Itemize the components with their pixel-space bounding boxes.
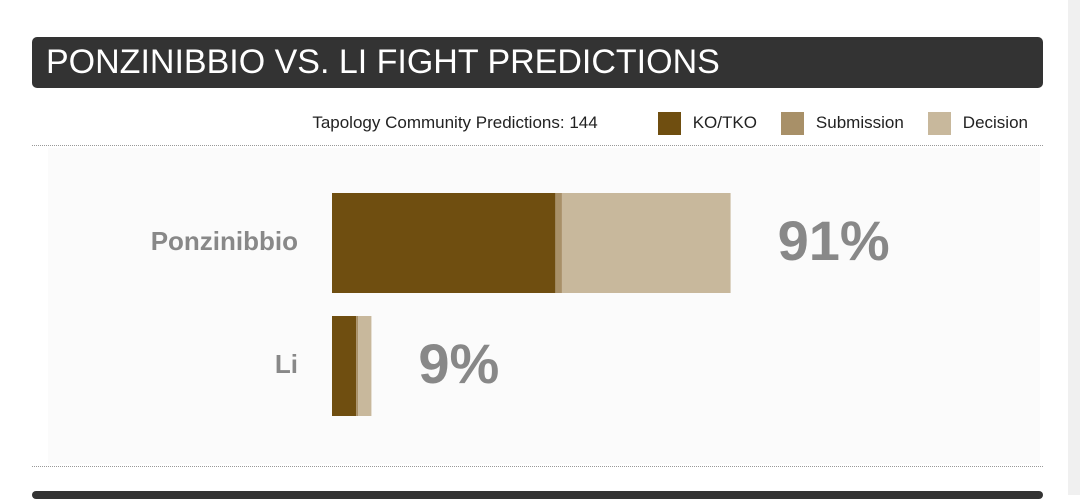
bar-segment: [358, 316, 372, 416]
legend-swatch: [657, 111, 681, 135]
legend-item: KO/TKO: [657, 111, 757, 135]
legend: Tapology Community Predictions: 144 KO/T…: [312, 111, 1028, 135]
subtitle: Tapology Community Predictions: 144: [312, 113, 598, 132]
legend-item: Submission: [780, 111, 904, 135]
bar-segment: [356, 316, 359, 416]
category-label: Ponzinibbio: [151, 226, 298, 256]
legend-label: Submission: [815, 113, 904, 132]
category-label: Li: [275, 349, 298, 379]
divider: [32, 466, 1043, 467]
scrollbar[interactable]: [1068, 0, 1080, 495]
chart: Ponzinibbio 91% Li 9%: [151, 193, 890, 416]
total-label: 91%: [778, 209, 890, 272]
bar-segment: [555, 193, 562, 293]
bar-segment: [561, 193, 731, 293]
legend-swatch: [927, 111, 951, 135]
title: PONZINIBBIO VS. LI FIGHT PREDICTIONS: [32, 37, 1043, 88]
total-label: 9%: [418, 332, 499, 395]
legend-item: Decision: [927, 111, 1028, 135]
bar-segment: [332, 193, 556, 293]
bar-segment: [332, 316, 357, 416]
legend-label: Decision: [962, 113, 1028, 132]
divider: [32, 145, 1043, 146]
legend-swatch: [780, 111, 804, 135]
legend-label: KO/TKO: [692, 113, 757, 132]
